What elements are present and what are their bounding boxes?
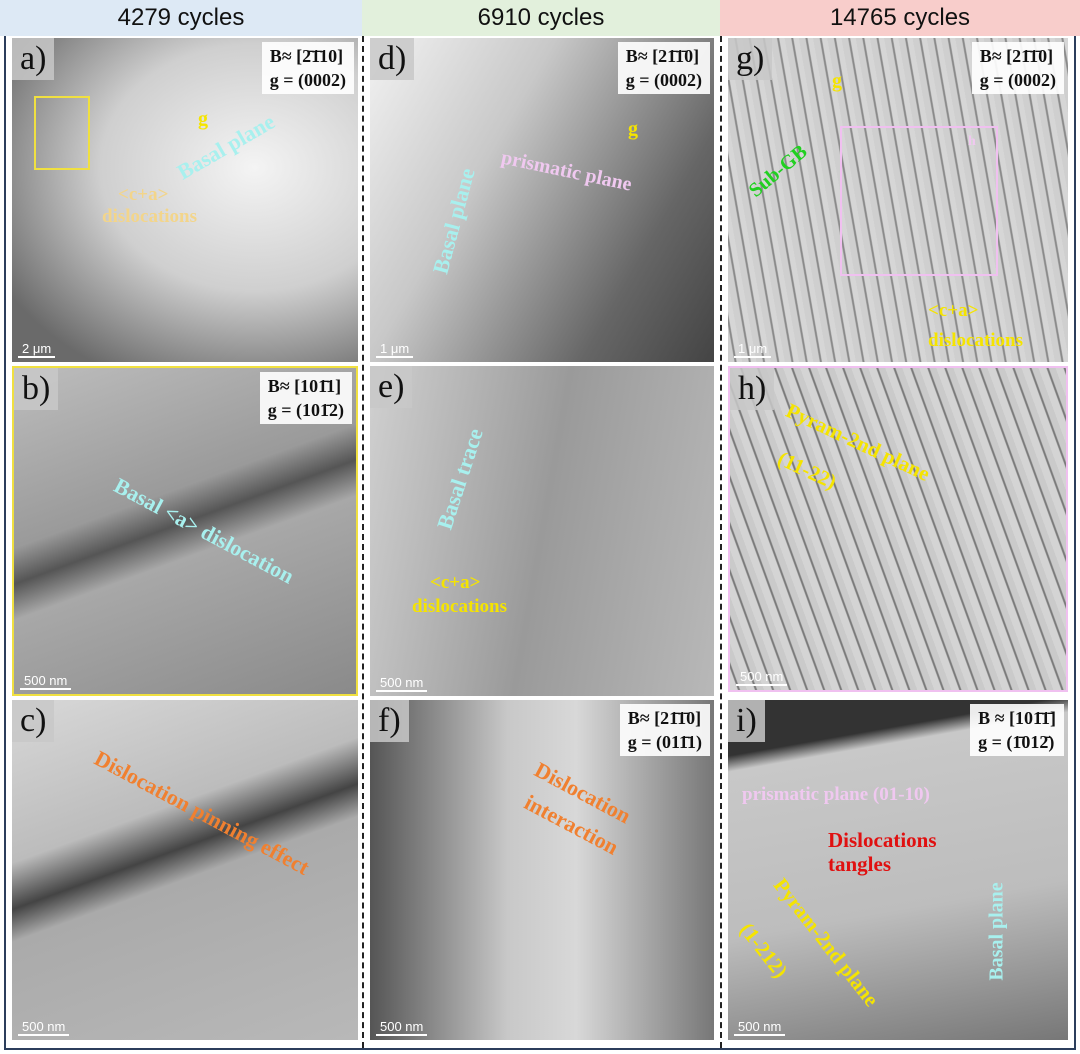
pyramidal-index-label: (1-212) <box>735 917 793 983</box>
scale-bar: 500 nm <box>376 1019 428 1036</box>
zone-axis-box: B≈ [2̄1̄10] g = (0002) <box>261 42 354 94</box>
tangles-label-2: tangles <box>828 852 891 876</box>
panel-label: f) <box>370 700 409 742</box>
scale-bar: 500 nm <box>20 673 72 690</box>
ca-label: <c+a> <box>118 184 169 205</box>
panel-h: h) Pyram-2nd plane (11-22) 500 nm <box>728 366 1068 692</box>
panel-label: a) <box>12 38 55 80</box>
zone-axis-box: B≈ [21̄1̄0] g = (0002) <box>971 42 1064 94</box>
inset-box <box>34 96 90 170</box>
panel-label: i) <box>728 700 765 742</box>
panel-label: b) <box>14 368 59 410</box>
tangles-label-1: Dislocations <box>828 828 937 852</box>
basal-plane-label: Basal plane <box>172 108 279 185</box>
g-vector-label: g <box>628 118 638 140</box>
figure-frame <box>4 36 1076 1050</box>
scale-bar: 500 nm <box>734 1019 786 1036</box>
prismatic-plane-label: prismatic plane <box>499 146 634 196</box>
basal-trace-label: Basal trace <box>431 425 488 533</box>
column-divider <box>362 36 364 1048</box>
zone-axis-box: B≈ [21̄1̄0] g = (011̄1) <box>619 704 710 756</box>
panel-a: a) B≈ [2̄1̄10] g = (0002) g Basal plane <… <box>12 38 358 362</box>
panel-label: g) <box>728 38 773 80</box>
panel-c: c) Dislocation pinning effect 500 nm <box>12 700 358 1040</box>
header-4279: 4279 cycles <box>0 0 362 36</box>
panel-label: d) <box>370 38 415 80</box>
scale-bar: 1 μm <box>376 341 414 358</box>
g-vector-label: g <box>832 70 842 92</box>
header-6910: 6910 cycles <box>362 0 720 36</box>
basal-a-dislocation-label: Basal <a> dislocation <box>110 472 299 589</box>
scale-bar: 500 nm <box>376 675 428 692</box>
pyramidal-plane-label: Pyram-2nd plane <box>768 873 884 1011</box>
dislocations-label: dislocations <box>928 330 1024 351</box>
panel-g: g) B≈ [21̄1̄0] g = (0002) g Sub-GB h <c+a… <box>728 38 1068 362</box>
dislocations-label: dislocations <box>102 206 198 227</box>
panel-d: d) B≈ [21̄1̄0] g = (0002) g Basal plane p… <box>370 38 714 362</box>
panel-e: e) Basal trace <c+a> dislocations 500 nm <box>370 366 714 696</box>
scale-bar: 2 μm <box>18 341 56 358</box>
scale-bar: 500 nm <box>736 669 788 686</box>
g-vector-label: g <box>198 108 208 130</box>
basal-plane-label: Basal plane <box>985 882 1008 981</box>
basal-plane-label: Basal plane <box>427 165 480 277</box>
column-divider <box>720 36 722 1048</box>
dislocations-label: dislocations <box>412 596 508 617</box>
zone-axis-box: B≈ [101̄1] g = (101̄2) <box>259 372 352 424</box>
inset-box <box>840 126 998 276</box>
panel-b: b) B≈ [101̄1] g = (101̄2) Basal <a> dislo… <box>12 366 358 696</box>
prismatic-plane-label: prismatic plane (01-10) <box>742 784 930 805</box>
ca-label: <c+a> <box>430 572 481 593</box>
scale-bar: 1 μm <box>734 341 772 358</box>
sub-gb-label: Sub-GB <box>744 140 812 202</box>
inset-label: h <box>968 134 976 149</box>
ca-label: <c+a> <box>928 300 979 321</box>
panel-label: h) <box>730 368 775 410</box>
panel-i: i) B ≈ [101̄1̄] g = (1̄012̄) prismatic pl… <box>728 700 1068 1040</box>
pinning-effect-label: Dislocation pinning effect <box>90 745 314 880</box>
zone-axis-box: B ≈ [101̄1̄] g = (1̄012̄) <box>970 704 1064 756</box>
zone-axis-box: B≈ [21̄1̄0] g = (0002) <box>617 42 710 94</box>
scale-bar: 500 nm <box>18 1019 70 1036</box>
header-14765: 14765 cycles <box>720 0 1080 36</box>
panel-f: f) B≈ [21̄1̄0] g = (011̄1) Dislocation in… <box>370 700 714 1040</box>
panel-label: c) <box>12 700 55 742</box>
pyramidal-index-label: (11-22) <box>774 446 841 494</box>
panel-label: e) <box>370 366 413 408</box>
